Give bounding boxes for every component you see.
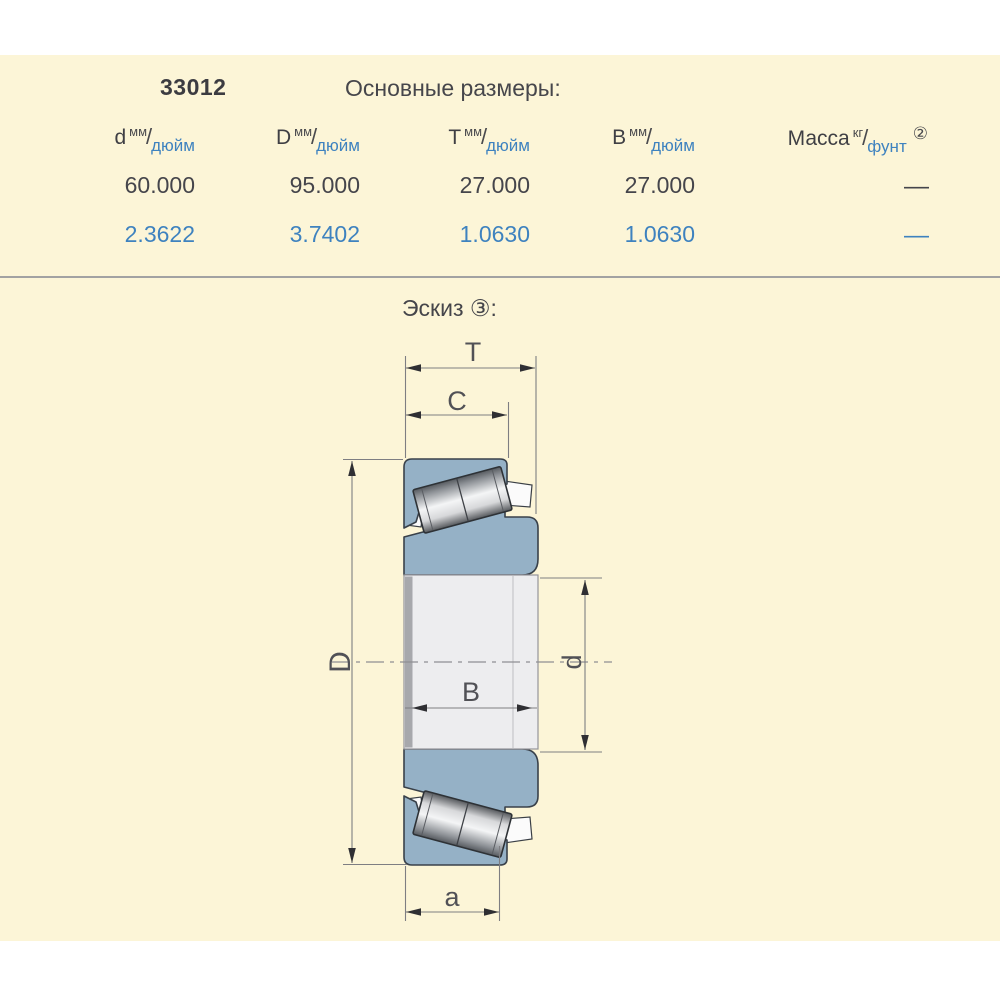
dimension-lines — [343, 356, 602, 921]
unit-slash: / — [481, 124, 488, 149]
value-B-inch: 1.0630 — [624, 221, 695, 247]
unit-mm: мм — [129, 124, 148, 139]
column-symbol: T — [448, 126, 462, 149]
value-D-mm: 95.000 — [289, 172, 360, 198]
dim-label-C: C — [447, 386, 467, 416]
value-d-mm: 60.000 — [124, 172, 195, 198]
value-T-inch: 1.0630 — [459, 221, 530, 247]
column-header-mass: Масса кг/фунт ② — [700, 124, 928, 166]
value-mass-pound: — — [904, 221, 929, 249]
unit-slash: / — [146, 124, 153, 149]
column-symbol: D — [275, 126, 292, 149]
bearing-sketch: T C D d B a — [324, 337, 612, 921]
unit-kg: кг — [852, 125, 864, 140]
tapered-roller — [412, 466, 513, 534]
dim-label-d: d — [557, 654, 587, 669]
value-mass-kg: — — [904, 172, 929, 200]
unit-mm: мм — [294, 124, 313, 139]
part-number: 33012 — [160, 74, 227, 100]
dim-label-D: D — [324, 651, 357, 673]
footnote-2-icon: ② — [912, 124, 928, 143]
dim-label-T: T — [465, 337, 482, 367]
column-symbol: d — [114, 126, 127, 149]
dimension-arrowheads — [348, 364, 589, 916]
column-header-d: d мм/дюйм — [55, 124, 195, 166]
value-B-mm: 27.000 — [624, 172, 695, 198]
unit-mm: мм — [629, 124, 648, 139]
section-divider — [0, 276, 1000, 278]
table-title: Основные размеры: — [345, 75, 561, 101]
inner-ring — [403, 511, 539, 576]
unit-inch: дюйм — [151, 136, 195, 155]
column-symbol: B — [612, 126, 627, 149]
unit-inch: дюйм — [651, 136, 695, 155]
unit-mm: мм — [464, 124, 483, 139]
dim-label-B: B — [462, 677, 480, 707]
unit-slash: / — [311, 124, 318, 149]
value-D-inch: 3.7402 — [289, 221, 360, 247]
bearing-half-section — [403, 458, 539, 669]
column-symbol: Масса — [787, 127, 850, 150]
value-T-mm: 27.000 — [459, 172, 530, 198]
unit-inch: дюйм — [316, 136, 360, 155]
dim-label-a: a — [444, 882, 460, 912]
unit-pound: фунт — [867, 137, 907, 156]
unit-slash: / — [862, 125, 869, 150]
unit-slash: / — [646, 124, 653, 149]
unit-inch: дюйм — [486, 136, 530, 155]
value-d-inch: 2.3622 — [124, 221, 195, 247]
sketch-title: Эскиз ③: — [402, 295, 497, 321]
